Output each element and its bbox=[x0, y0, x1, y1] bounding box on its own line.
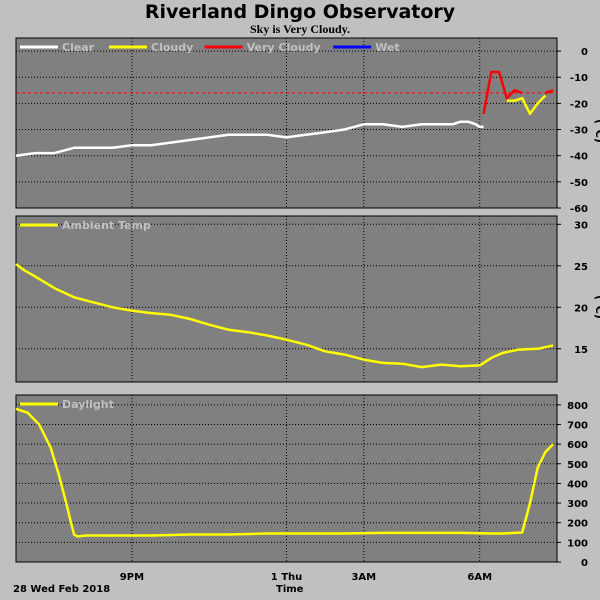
y-tick-label: -60 bbox=[570, 204, 588, 215]
y-tick-label: -40 bbox=[570, 152, 588, 163]
y-tick-label: 25 bbox=[574, 262, 588, 273]
series-line-very-cloudy bbox=[482, 70, 523, 115]
x-tick-label: 3AM bbox=[351, 572, 376, 583]
y-tick-label: 200 bbox=[567, 519, 588, 530]
legend-label-wet: Wet bbox=[375, 41, 399, 54]
legend-label-clear: Clear bbox=[62, 41, 95, 54]
y-tick-label: -10 bbox=[570, 73, 588, 84]
y-tick-label: 30 bbox=[574, 220, 588, 231]
page-title: Riverland Dingo Observatory bbox=[144, 1, 456, 23]
y-tick-label: 300 bbox=[567, 499, 588, 510]
y-tick-label: -20 bbox=[570, 99, 588, 110]
series-line-clear bbox=[15, 120, 484, 157]
y-tick-label: 0 bbox=[581, 558, 588, 569]
y-axis-unit-label: (°C) bbox=[593, 295, 600, 319]
sky-status-text: Sky is Very Cloudy. bbox=[249, 22, 351, 36]
legend-label-cloudy: Cloudy bbox=[151, 41, 193, 54]
x-axis-title: Time bbox=[276, 584, 304, 595]
y-tick-label: 600 bbox=[567, 440, 588, 451]
y-tick-label: 0 bbox=[581, 47, 588, 58]
series-line-ambient-temp bbox=[15, 263, 554, 369]
y-axis-unit-label: (°C) bbox=[593, 119, 600, 143]
series-line-daylight bbox=[15, 407, 554, 538]
x-tick-label: 9PM bbox=[120, 572, 144, 583]
legend-label-daylight: Daylight bbox=[62, 398, 114, 411]
y-tick-label: 400 bbox=[567, 479, 588, 490]
y-tick-label: 20 bbox=[574, 303, 588, 314]
date-label: 28 Wed Feb 2018 bbox=[13, 584, 111, 595]
y-tick-label: -30 bbox=[570, 126, 588, 137]
y-tick-label: 500 bbox=[567, 460, 588, 471]
y-tick-label: 15 bbox=[574, 345, 588, 356]
series-line-very-cloudy bbox=[545, 89, 554, 95]
y-tick-label: 800 bbox=[567, 401, 588, 412]
y-tick-label: 100 bbox=[567, 538, 588, 549]
series-line-cloudy bbox=[506, 94, 547, 116]
legend-label-very-cloudy: Very Cloudy bbox=[247, 41, 321, 54]
y-tick-label: -50 bbox=[570, 178, 588, 189]
x-tick-label: 6AM bbox=[467, 572, 492, 583]
legend-label-ambient-temp: Ambient Temp bbox=[62, 219, 151, 232]
x-tick-label: 1 Thu bbox=[271, 572, 303, 583]
y-tick-label: 700 bbox=[567, 420, 588, 431]
